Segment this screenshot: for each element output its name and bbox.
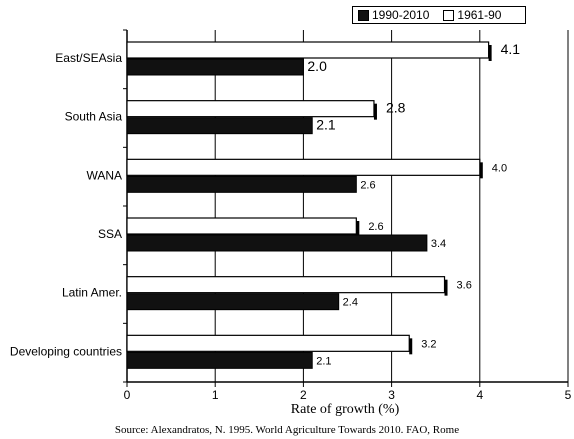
chart-legend: 1990-2010 1961-90 [352, 6, 526, 24]
bar-shadow [409, 338, 413, 355]
x-tick-label: 0 [124, 388, 131, 402]
bar-1990-2010 [126, 58, 304, 76]
data-label-1990-2010: 2.0 [307, 58, 327, 74]
bar-1990-2010 [126, 175, 357, 193]
bar-shadow [444, 279, 448, 296]
bar-1990-2010 [126, 351, 313, 369]
bar-1961-90 [126, 217, 357, 235]
legend-swatch-light [443, 9, 455, 21]
data-label-1990-2010: 2.1 [316, 117, 336, 133]
bar-1990-2010 [126, 117, 313, 135]
data-label-1961-90: 3.6 [457, 280, 472, 292]
category-label: WANA [86, 168, 122, 182]
data-label-1990-2010: 2.4 [343, 297, 358, 309]
data-label-1961-90: 4.1 [501, 41, 521, 57]
category-label: Developing countries [10, 344, 122, 358]
bar-shadow [479, 162, 483, 179]
bar-shadow [373, 103, 377, 120]
data-label-1990-2010: 2.6 [360, 179, 375, 191]
x-axis-title: Rate of growth (%) [290, 402, 400, 417]
data-label-1990-2010: 2.1 [316, 355, 331, 367]
x-tick-label: 5 [565, 388, 572, 402]
x-tick-label: 3 [388, 388, 395, 402]
legend-label-1990-2010: 1990-2010 [372, 8, 430, 22]
x-tick-label: 2 [300, 388, 307, 402]
bar-1961-90 [126, 100, 375, 118]
bar-1961-90 [126, 158, 481, 176]
bar-1961-90 [126, 334, 410, 352]
data-label-1961-90: 2.6 [368, 221, 383, 233]
category-label: Latin Amer. [62, 286, 122, 300]
category-label: SSA [98, 227, 122, 241]
legend-item-1990-2010: 1990-2010 [358, 8, 429, 22]
bar-shadow [488, 45, 492, 61]
bar-1961-90 [126, 41, 490, 59]
data-label-1961-90: 2.8 [386, 100, 406, 116]
category-label: South Asia [65, 110, 123, 124]
source-note: Source: Alexandratos, N. 1995. World Agr… [114, 424, 460, 436]
legend-swatch-dark [358, 9, 369, 21]
bar-shadow [356, 221, 360, 237]
legend-label-1961-90: 1961-90 [457, 8, 502, 22]
legend-item-1961-90: 1961-90 [443, 8, 501, 22]
bar-1990-2010 [126, 293, 340, 311]
data-label-1961-90: 4.0 [492, 162, 507, 174]
x-tick-label: 1 [212, 388, 219, 402]
bar-1961-90 [126, 276, 446, 294]
data-label-1990-2010: 3.4 [431, 238, 446, 250]
x-tick-label: 4 [476, 388, 483, 402]
data-label-1961-90: 3.2 [421, 338, 436, 350]
category-label: East/SEAsia [55, 51, 122, 65]
bar-1990-2010 [126, 234, 428, 252]
